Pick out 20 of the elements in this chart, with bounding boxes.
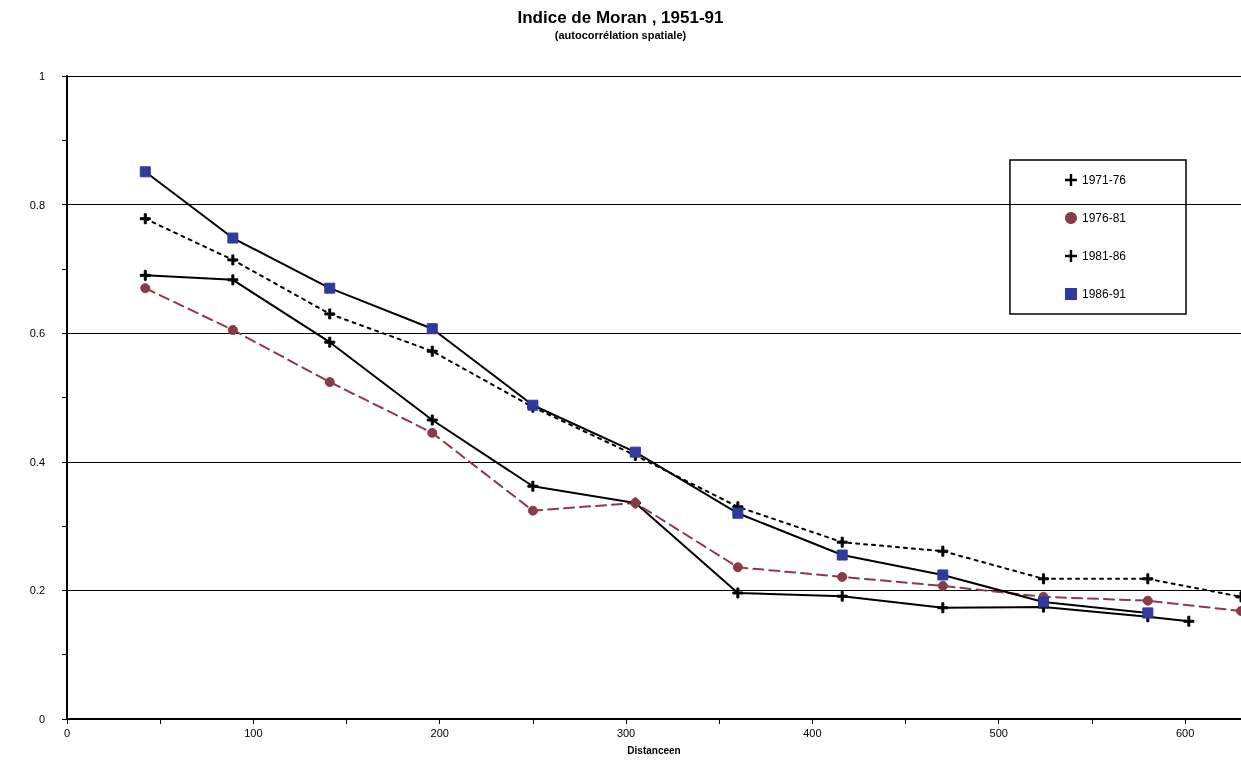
x-tick-label: 200 [430, 726, 449, 739]
chart-title: Indice de Moran , 1951-91 [517, 8, 724, 27]
chart-subtitle: (autocorrélation spatiale) [554, 28, 687, 41]
x-tick-label: 100 [244, 726, 263, 739]
x-tick-label: 300 [616, 726, 636, 739]
y-tick-label: 0.4 [29, 455, 45, 468]
x-tick-label: 500 [989, 726, 1008, 739]
x-tick-label: 600 [1175, 726, 1195, 739]
legend-label: 1986-91 [1081, 287, 1127, 301]
y-tick-label: 0 [38, 713, 45, 725]
y-tick-label: 0.6 [29, 327, 45, 340]
y-tick-label: 0.2 [29, 584, 45, 597]
y-tick-label: 0.8 [29, 198, 45, 211]
x-axis-title: Distanceen [627, 744, 681, 756]
legend-label: 1971-76 [1081, 173, 1127, 187]
legend-label: 1976-81 [1081, 211, 1127, 225]
x-tick-label: 400 [803, 726, 822, 739]
x-tick-label: 0 [63, 726, 71, 739]
legend-label: 1981-86 [1081, 249, 1127, 263]
y-tick-label: 1 [38, 70, 45, 82]
